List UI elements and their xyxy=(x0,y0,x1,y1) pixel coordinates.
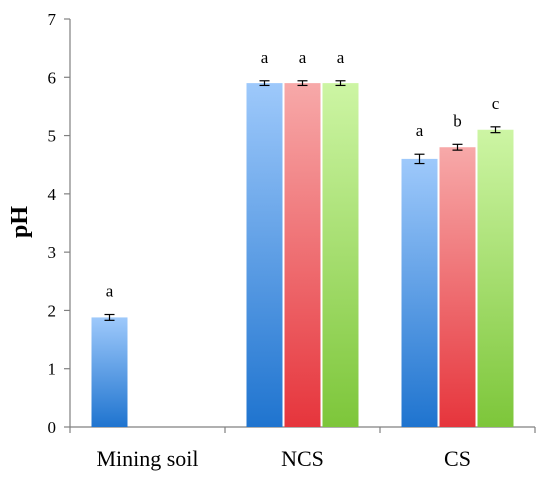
significance-label: a xyxy=(299,48,307,67)
significance-label: a xyxy=(416,121,424,140)
y-tick-label: 4 xyxy=(48,185,57,204)
significance-label: a xyxy=(261,48,269,67)
bar xyxy=(439,147,476,427)
bar xyxy=(91,317,128,427)
y-tick-label: 1 xyxy=(48,360,57,379)
bar xyxy=(477,129,514,427)
y-tick-label: 2 xyxy=(48,301,57,320)
x-category-label: NCS xyxy=(281,446,324,471)
bar xyxy=(322,83,359,427)
bars xyxy=(91,80,514,427)
y-axis-label: pH xyxy=(7,206,33,238)
significance-label: b xyxy=(453,111,462,130)
y-tick-label: 7 xyxy=(48,10,57,29)
y-tick-label: 5 xyxy=(48,127,57,146)
x-category-label: Mining soil xyxy=(96,446,198,471)
bar xyxy=(246,83,283,427)
y-tick-label: 0 xyxy=(48,418,57,437)
significance-label: c xyxy=(492,94,500,113)
y-tick-label: 3 xyxy=(48,243,57,262)
y-tick-label: 6 xyxy=(48,68,57,87)
x-category-label: CS xyxy=(444,446,471,471)
bar xyxy=(401,158,438,427)
significance-label: a xyxy=(337,48,345,67)
significance-label: a xyxy=(106,282,114,301)
labels: 0 1 2 3 4 5 6 7 Mining soil a NCS a a a CS a b c xyxy=(48,10,500,471)
bar xyxy=(284,83,321,427)
